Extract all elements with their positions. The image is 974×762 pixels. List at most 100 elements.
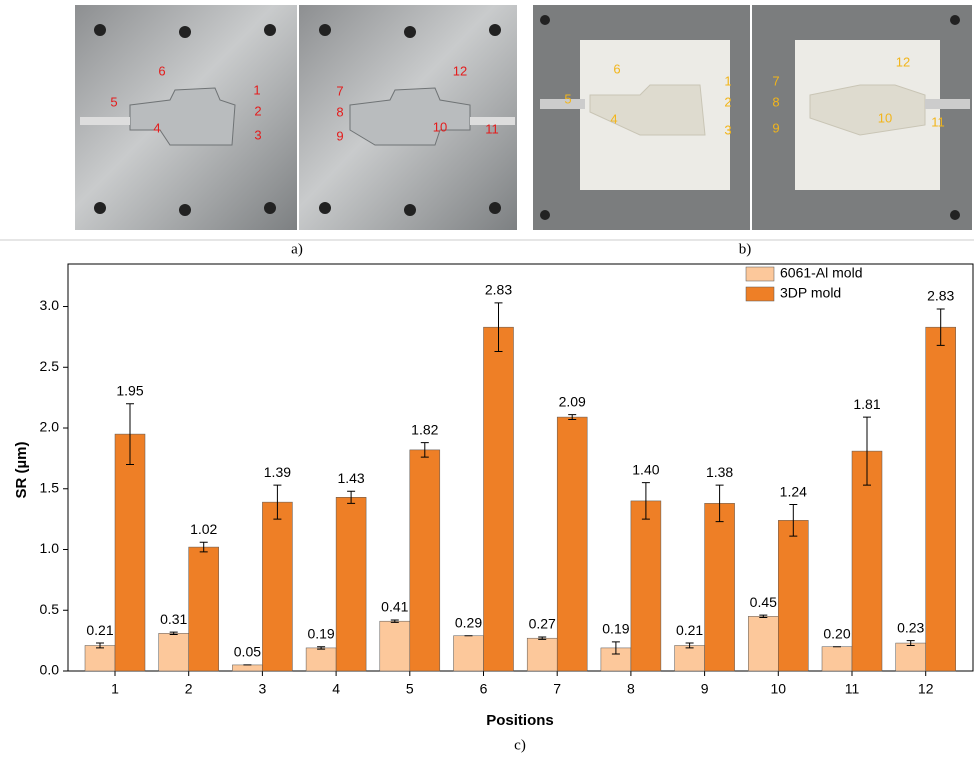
y-tick-label: 3.0 (40, 297, 60, 313)
value-label: 0.29 (455, 614, 482, 630)
photo-a (75, 5, 517, 230)
value-label: 2.09 (559, 393, 586, 409)
value-label: 1.82 (411, 421, 438, 437)
value-label: 1.43 (337, 470, 364, 486)
legend-swatch (746, 267, 774, 281)
photo-label: 10 (878, 110, 892, 125)
bar (159, 633, 189, 671)
y-tick-label: 0.0 (40, 662, 60, 678)
photo-label: 1 (253, 82, 260, 97)
value-label: 0.19 (602, 621, 629, 637)
bar (557, 417, 587, 671)
x-tick-label: 9 (701, 681, 709, 697)
photo-label: 3 (254, 127, 261, 142)
bar (336, 497, 366, 671)
bar (410, 450, 440, 671)
value-label: 0.23 (897, 619, 924, 635)
x-tick-label: 4 (332, 681, 340, 697)
photo-label: 6 (613, 61, 620, 76)
bar (454, 636, 484, 671)
photo-label: 1 (724, 73, 731, 88)
value-label: 2.83 (927, 288, 954, 304)
value-label: 0.45 (750, 594, 777, 610)
photo-label: 4 (610, 111, 617, 126)
value-label: 1.38 (706, 464, 733, 480)
y-tick-label: 1.0 (40, 540, 60, 556)
value-label: 1.02 (190, 521, 217, 537)
photo-label: 12 (453, 63, 467, 78)
x-axis-title: Positions (486, 712, 554, 729)
photo-label: 9 (336, 128, 343, 143)
value-label: 0.27 (529, 616, 556, 632)
photo-label: 7 (772, 73, 779, 88)
x-tick-label: 8 (627, 681, 635, 697)
bar (380, 621, 410, 671)
photo-label: 10 (433, 119, 447, 134)
value-label: 0.19 (307, 625, 334, 641)
photo-label: 5 (564, 91, 571, 106)
x-tick-label: 10 (771, 681, 787, 697)
bar (115, 434, 145, 671)
photo-label: 8 (772, 94, 779, 109)
bar (705, 503, 735, 671)
x-tick-label: 1 (111, 681, 119, 697)
photo-label: 12 (896, 54, 910, 69)
bar (232, 665, 262, 671)
x-tick-label: 2 (185, 681, 193, 697)
photo-label: 8 (336, 104, 343, 119)
value-label: 0.31 (160, 611, 187, 627)
value-label: 0.05 (234, 644, 261, 660)
value-label: 0.41 (381, 599, 408, 615)
photo-label: 4 (153, 120, 160, 135)
value-label: 0.21 (86, 622, 113, 638)
bar (748, 616, 778, 671)
legend-label: 3DP mold (780, 285, 841, 301)
photo-label: 2 (254, 103, 261, 118)
x-tick-label: 7 (553, 681, 561, 697)
photo-label: 7 (336, 83, 343, 98)
bar (896, 643, 926, 671)
photo-label: 2 (724, 94, 731, 109)
caption: b) (739, 241, 752, 257)
x-tick-label: 12 (918, 681, 934, 697)
x-tick-label: 5 (406, 681, 414, 697)
value-label: 1.81 (853, 396, 880, 412)
value-label: 1.24 (780, 483, 807, 499)
bar (189, 547, 219, 671)
bar (926, 327, 956, 671)
y-tick-label: 1.5 (40, 479, 60, 495)
bar (822, 647, 852, 671)
value-label: 1.40 (632, 461, 659, 477)
photo-label: 5 (110, 94, 117, 109)
legend-swatch (746, 287, 774, 301)
y-tick-label: 0.5 (40, 601, 60, 617)
bar (306, 648, 336, 671)
caption: a) (291, 241, 303, 257)
value-label: 2.83 (485, 282, 512, 298)
photo-label: 9 (772, 120, 779, 135)
y-tick-label: 2.5 (40, 358, 60, 374)
bar (527, 638, 557, 671)
photo-label: 11 (931, 114, 945, 129)
bar (675, 645, 705, 671)
x-tick-label: 6 (480, 681, 488, 697)
bar (484, 327, 514, 671)
photo-label: 6 (158, 63, 165, 78)
y-tick-label: 2.0 (40, 419, 60, 435)
value-label: 0.20 (823, 625, 850, 641)
caption: c) (514, 737, 526, 753)
photo-label: 11 (485, 121, 499, 136)
legend-label: 6061-Al mold (780, 265, 863, 281)
photo-b (533, 5, 972, 230)
x-tick-label: 11 (845, 681, 860, 697)
y-axis-title: SR (µm) (13, 442, 30, 499)
value-label: 1.39 (264, 464, 291, 480)
bar (262, 502, 292, 671)
value-label: 1.95 (116, 382, 143, 398)
x-tick-label: 3 (259, 681, 267, 697)
bar (778, 520, 808, 671)
figure: a) b) c) SR (µm) Positions 1234567891011… (0, 0, 974, 757)
bar (85, 645, 115, 671)
photo-label: 3 (724, 122, 731, 137)
bar (631, 501, 661, 671)
